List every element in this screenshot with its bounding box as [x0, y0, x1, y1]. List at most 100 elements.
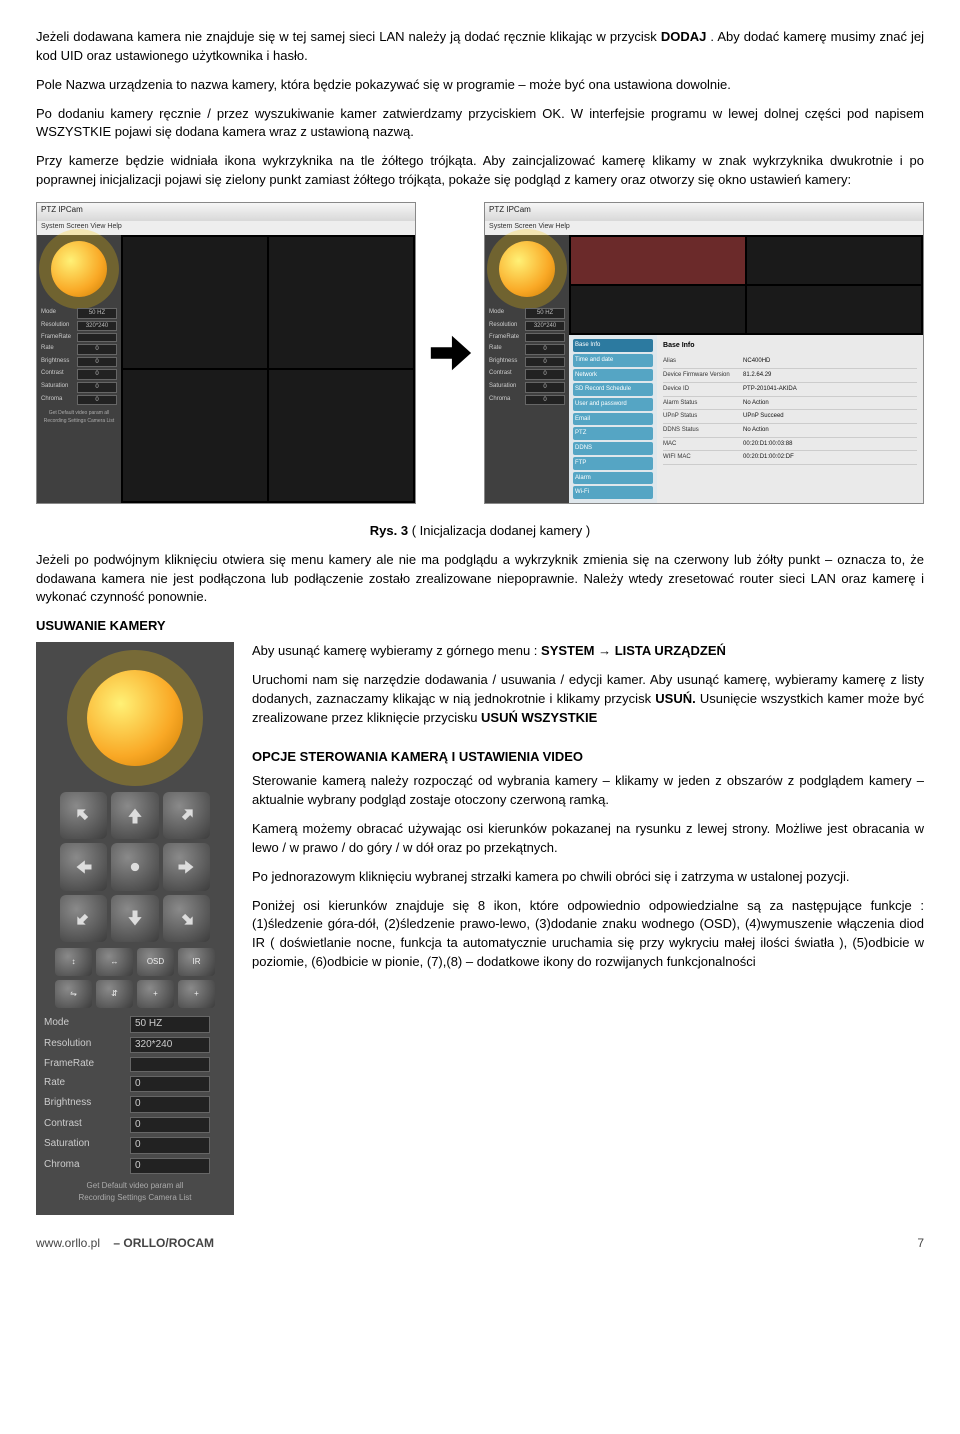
info-row: MAC00:20:D1:00:03:88: [663, 438, 917, 452]
panel-row: FrameRate: [487, 332, 567, 343]
panel-row: Brightness0: [39, 356, 119, 369]
panel-row: Resolution320*240: [487, 320, 567, 333]
settings-tab[interactable]: Wi-Fi: [573, 486, 653, 499]
fig-number: Rys. 3: [370, 523, 408, 538]
arrow-right-icon: [426, 329, 474, 377]
dir-up-button[interactable]: [111, 792, 158, 839]
panel-row: Mode50 HZ: [44, 1014, 210, 1035]
ptz-sun-icon[interactable]: [51, 241, 107, 297]
camera-grid: [121, 235, 415, 503]
panel-row: Resolution320*240: [39, 320, 119, 333]
settings-header: Base Info: [663, 341, 917, 351]
panel-row: Chroma0: [44, 1156, 210, 1177]
function-icon-6[interactable]: ⇵: [96, 980, 133, 1008]
panel-row: Mode50 HZ: [487, 307, 567, 320]
settings-tabs: Base Info Time and date NetworkSD Record S…: [569, 335, 657, 503]
dir-up-right-button[interactable]: [163, 792, 210, 839]
settings-tab[interactable]: Alarm: [573, 472, 653, 485]
info-row: DDNS StatusNo Action: [663, 424, 917, 438]
camera-slot-live[interactable]: [571, 237, 745, 284]
panel-row: Chroma0: [39, 394, 119, 407]
section-title-usuwanie: USUWANIE KAMERY: [36, 617, 924, 636]
info-row: AliasNC400HD: [663, 355, 917, 369]
settings-tab[interactable]: SD Record Schedule: [573, 383, 653, 396]
dir-up-left-button[interactable]: [60, 792, 107, 839]
settings-tab[interactable]: PTZ: [573, 427, 653, 440]
function-icon-5[interactable]: ⇋: [55, 980, 92, 1008]
function-icon-4[interactable]: IR: [178, 948, 215, 976]
settings-tab[interactable]: DDNS: [573, 442, 653, 455]
paragraph: Aby usunąć kamerę wybieramy z górnego me…: [252, 642, 924, 661]
footer-url: www.orllo.pl: [36, 1236, 100, 1250]
paragraph: Po jednorazowym kliknięciu wybranej strz…: [252, 868, 924, 887]
info-row: UPnP StatusUPnP Succeed: [663, 410, 917, 424]
paragraph: Po dodaniu kamery ręcznie / przez wyszuk…: [36, 105, 924, 143]
settings-tab[interactable]: Email: [573, 413, 653, 426]
menubar: System Screen View Help: [37, 221, 415, 235]
info-row: WIFI MAC00:20:D1:00:02:DF: [663, 451, 917, 465]
ptz-sun-icon[interactable]: [499, 241, 555, 297]
page-footer: www.orllo.pl – ORLLO/ROCAM 7: [36, 1235, 924, 1252]
settings-tab[interactable]: Base Info: [573, 339, 653, 352]
panel-row: Contrast0: [39, 368, 119, 381]
button-label: USUŃ.: [655, 691, 695, 706]
menubar: System Screen View Help: [485, 221, 923, 235]
panel-row: Rate0: [487, 343, 567, 356]
function-icon-2[interactable]: ↔: [96, 948, 133, 976]
camera-slot[interactable]: [269, 237, 413, 368]
panel-row: FrameRate: [39, 332, 119, 343]
camera-settings-pane: Base Info Time and date NetworkSD Record S…: [569, 335, 923, 503]
paragraph: Jeżeli po podwójnym kliknięciu otwiera s…: [36, 551, 924, 608]
panel-row: Saturation0: [44, 1135, 210, 1156]
section-title-opcje: OPCJE STEROWANIA KAMERĄ I USTAWIENIA VID…: [252, 748, 924, 767]
dir-down-button[interactable]: [111, 895, 158, 942]
panel-row: Contrast0: [487, 368, 567, 381]
footer-brand: – ORLLO/ROCAM: [113, 1236, 214, 1250]
camera-slot[interactable]: [269, 370, 413, 501]
info-row: Alarm StatusNo Action: [663, 397, 917, 411]
panel-row: Brightness0: [487, 356, 567, 369]
dir-center-button[interactable]: [111, 843, 158, 890]
left-control-panel: Mode50 HZResolution320*240FrameRateRate0…: [37, 235, 121, 503]
settings-tab[interactable]: User and password: [573, 398, 653, 411]
panel-row: FrameRate: [44, 1055, 210, 1074]
app-screenshot-after: PTZ IPCam System Screen View Help Mode50…: [484, 202, 924, 504]
button-label: USUŃ WSZYSTKIE: [481, 710, 597, 725]
dir-down-right-button[interactable]: [163, 895, 210, 942]
settings-tab[interactable]: Network: [573, 369, 653, 382]
text: Aby usunąć kamerę wybieramy z górnego me…: [252, 643, 541, 658]
function-icon-3[interactable]: OSD: [137, 948, 174, 976]
function-icons-grid: ↕↔OSDIR⇋⇵++: [55, 948, 215, 1008]
figure-caption: Rys. 3 ( Inicjalizacja dodanej kamery ): [36, 522, 924, 541]
paragraph: Poniżej osi kierunków znajduje się 8 iko…: [252, 897, 924, 972]
camera-slot[interactable]: [123, 370, 267, 501]
camera-slot[interactable]: [747, 286, 921, 333]
dir-right-button[interactable]: [163, 843, 210, 890]
control-panel-figure: ↕↔OSDIR⇋⇵++ Mode50 HZResolution320*240Fr…: [36, 642, 234, 1215]
panel-row: Chroma0: [487, 394, 567, 407]
dir-down-left-button[interactable]: [60, 895, 107, 942]
function-icon-1[interactable]: ↕: [55, 948, 92, 976]
settings-tab[interactable]: Time and date: [573, 354, 653, 367]
panel-row: Mode50 HZ: [39, 307, 119, 320]
dir-left-button[interactable]: [60, 843, 107, 890]
app-screenshot-before: PTZ IPCam System Screen View Help Mode50…: [36, 202, 416, 504]
function-icon-8[interactable]: +: [178, 980, 215, 1008]
function-icon-7[interactable]: +: [137, 980, 174, 1008]
camera-slot[interactable]: [571, 286, 745, 333]
panel-row: Saturation0: [487, 381, 567, 394]
camera-slot[interactable]: [747, 237, 921, 284]
panel-row: Saturation0: [39, 381, 119, 394]
ptz-sun-icon[interactable]: [87, 670, 183, 766]
fig-text: ( Inicjalizacja dodanej kamery ): [412, 523, 590, 538]
paragraph: Pole Nazwa urządzenia to nazwa kamery, k…: [36, 76, 924, 95]
direction-pad: [60, 792, 210, 942]
window-titlebar: PTZ IPCam: [485, 203, 923, 221]
info-row: Device IDPTP-201041-AKIDA: [663, 383, 917, 397]
panel-footer: Recording Settings Camera List: [79, 1192, 192, 1204]
settings-tab[interactable]: FTP: [573, 457, 653, 470]
settings-body: Base InfoAliasNC400HDDevice Firmware Ver…: [657, 335, 923, 503]
left-control-panel: Mode50 HZResolution320*240FrameRateRate0…: [485, 235, 569, 503]
camera-slot[interactable]: [123, 237, 267, 368]
panel-row: Brightness0: [44, 1094, 210, 1115]
